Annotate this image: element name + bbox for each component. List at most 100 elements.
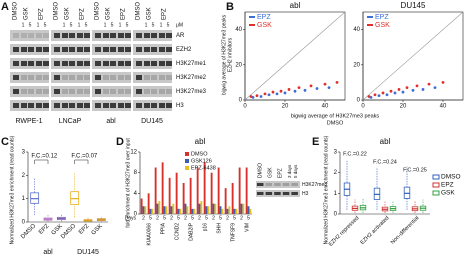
- legend-label: GSK126: [191, 158, 212, 164]
- bar: [144, 206, 147, 214]
- dose-label: 1: [78, 22, 81, 28]
- blot-band: [95, 33, 101, 38]
- dose-label: 5: [126, 22, 129, 28]
- x-axis-label: Days: [125, 215, 137, 221]
- x-axis-label: bigwig average of H3K27me3 peaks: [291, 113, 380, 119]
- point: [433, 86, 437, 90]
- dose-label: 1: [145, 22, 148, 28]
- dose-label: 5: [111, 22, 114, 28]
- legend-swatch: [185, 159, 189, 163]
- blot-band: [36, 33, 42, 38]
- bar: [149, 208, 152, 214]
- blot-band: [28, 103, 34, 108]
- blot-band: [77, 33, 83, 38]
- blot-band: [21, 75, 27, 80]
- blot-band: [118, 47, 124, 52]
- bar: [207, 206, 210, 214]
- bar: [186, 206, 189, 214]
- blot-band: [13, 89, 19, 94]
- inset-band: [274, 192, 281, 195]
- point: [323, 82, 327, 86]
- dose-label: 5: [167, 22, 170, 28]
- y-axis-label: fold enrichment of H3K27me3 over input: [125, 138, 131, 228]
- x-tick-label: 40: [440, 104, 447, 110]
- blot-band: [62, 75, 68, 80]
- blot-strip: [10, 72, 49, 83]
- lane-label: GSK: [147, 7, 153, 20]
- group-label: RWPE-1: [15, 118, 42, 125]
- bar: [231, 183, 234, 214]
- group-label: abl: [43, 249, 53, 256]
- blot-band: [151, 89, 157, 94]
- legend-swatch: [249, 16, 255, 18]
- blot-band: [151, 33, 157, 38]
- blot-strip: [10, 30, 49, 41]
- blot-band: [28, 61, 34, 66]
- inset-band: [257, 183, 264, 186]
- blot-band: [43, 61, 49, 66]
- group-label: DAB2IP: [188, 222, 194, 240]
- y-tick-label: 2: [334, 170, 338, 176]
- blot-band: [151, 61, 157, 66]
- blot-band: [103, 61, 109, 66]
- legend-label: EPZ-6438: [191, 165, 216, 171]
- blot-strip: [133, 86, 172, 97]
- point: [263, 92, 267, 96]
- annotation: F.C.=0.07: [71, 154, 98, 160]
- y-tick-label: 1: [22, 196, 26, 202]
- x-tick-label: 5: [205, 215, 208, 221]
- point: [267, 93, 271, 97]
- dose-label: 5: [152, 22, 155, 28]
- blot-band: [144, 75, 150, 80]
- annotation: F.C.=0.24: [373, 159, 397, 165]
- lane-label: DMSO: [54, 2, 60, 20]
- bar: [233, 208, 236, 214]
- point: [441, 81, 445, 84]
- y-tick-label: 20: [235, 62, 242, 68]
- inset-band: [282, 183, 290, 186]
- y-tick-label: 0: [334, 212, 338, 218]
- blot-band: [151, 75, 157, 80]
- blot-strip: [51, 72, 90, 83]
- bar: [203, 162, 206, 214]
- point: [401, 90, 405, 94]
- blot-band: [84, 103, 90, 108]
- point: [283, 91, 287, 95]
- blot-band: [36, 103, 42, 108]
- bar: [240, 203, 243, 214]
- blot-band: [43, 47, 49, 52]
- y-tick-label: 20: [353, 62, 360, 68]
- blot-strip: [92, 72, 131, 83]
- blot-band: [110, 61, 116, 66]
- panel-letter: A: [1, 1, 9, 13]
- bar: [214, 203, 217, 214]
- dose-unit: μM: [176, 22, 183, 28]
- bar: [193, 208, 196, 214]
- blot-band: [54, 103, 60, 108]
- inset-strip: [256, 181, 300, 188]
- blot-band: [136, 47, 142, 52]
- legend-swatch: [249, 24, 255, 26]
- x-tick-label: 2: [156, 215, 159, 221]
- bar: [219, 206, 222, 214]
- point: [389, 89, 393, 93]
- y-tick-label: 1: [334, 191, 338, 197]
- dose-label: 1: [63, 22, 66, 28]
- legend-label: GSK: [375, 22, 390, 29]
- bar: [175, 172, 178, 214]
- x-tick-label: EZH2 repressed: [328, 215, 361, 248]
- blot-band: [95, 103, 101, 108]
- bar: [217, 167, 220, 214]
- plot-frame: [362, 11, 464, 101]
- inset-row-label: H3: [302, 191, 309, 197]
- blot-band: [144, 47, 150, 52]
- blot-band: [84, 61, 90, 66]
- legend-swatch: [432, 190, 440, 196]
- bracket: [34, 159, 49, 164]
- blot-band: [159, 61, 165, 66]
- blot-band: [95, 47, 101, 52]
- legend-label: DMSO: [441, 174, 461, 181]
- point: [421, 88, 425, 91]
- blot-band: [166, 33, 172, 38]
- blot-band: [144, 89, 150, 94]
